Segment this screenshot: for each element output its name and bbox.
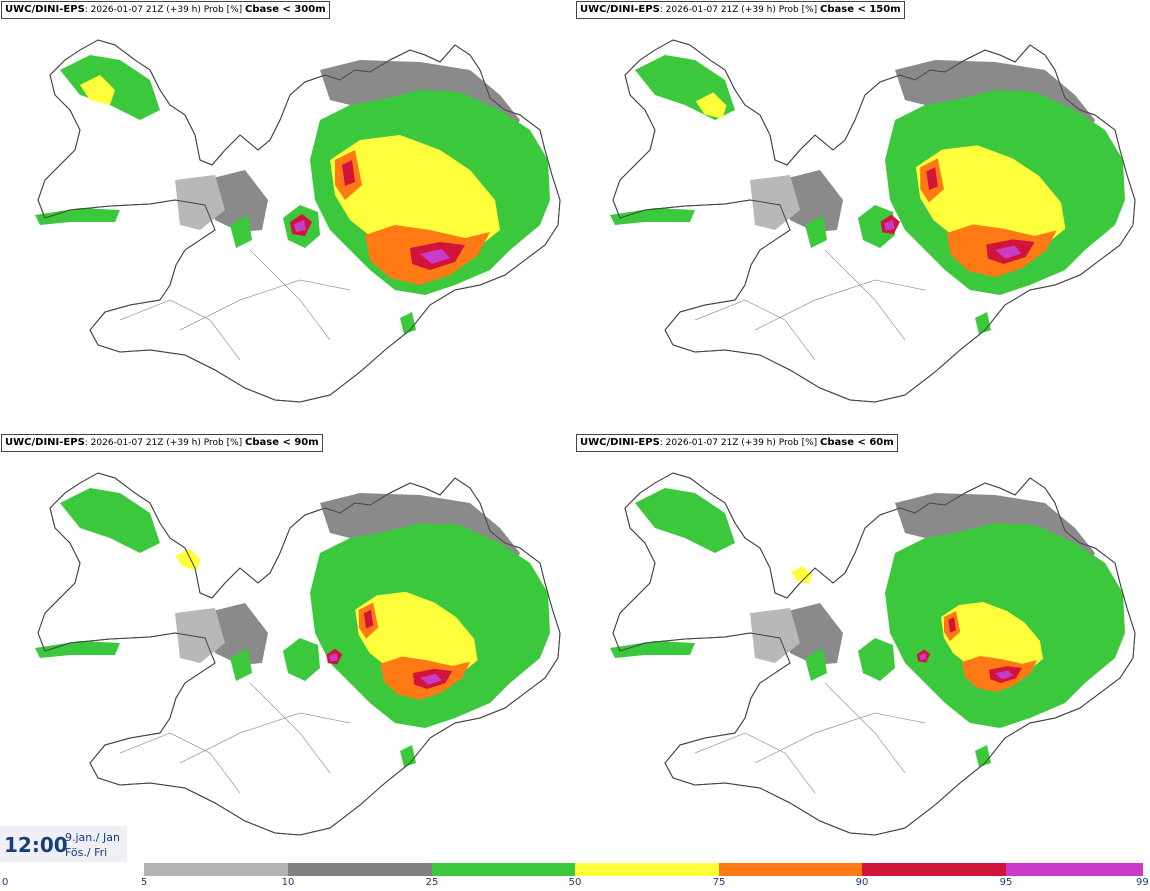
map-content [35,39,561,403]
region-borders [119,249,351,361]
map-panel-150m: UWC/DINI-EPS: 2026-01-07 21Z (+39 h) Pro… [575,0,1150,432]
colorbar-tick-label: 75 [712,877,726,888]
probability-area [948,617,956,633]
colorbar-segment [432,863,575,876]
probability-colorbar [144,863,1150,876]
probability-area [915,145,1066,256]
map-content [610,472,1136,836]
probability-area [230,648,252,681]
panel-title: UWC/DINI-EPS: 2026-01-07 21Z (+39 h) Pro… [576,1,905,19]
colorbar-segment [144,863,288,876]
probability-area [35,208,120,225]
colorbar-segment [862,863,1006,876]
probability-area [355,591,478,682]
colorbar-tick-label: 10 [281,877,295,888]
probability-area [750,175,800,230]
probability-area [80,75,115,105]
valid-time: 12:00 [4,833,68,857]
probability-area [400,312,416,334]
region-borders [119,682,351,794]
colorbar-segment [1006,863,1143,876]
probability-area [175,608,225,663]
region-borders [694,249,926,361]
probability-area [342,160,355,186]
probability-area [175,548,201,571]
probability-area [35,641,120,658]
iceland-map [610,39,1136,403]
probability-area [995,670,1013,680]
probability-area [805,215,827,248]
probability-area [283,638,320,681]
coastline-overlay [37,39,561,403]
colorbar-tick-label: 95 [999,877,1013,888]
probability-area [610,208,695,225]
probability-area [230,215,252,248]
probability-area [205,603,268,665]
map-panel-300m: UWC/DINI-EPS: 2026-01-07 21Z (+39 h) Pro… [0,0,575,432]
colorbar-segment [575,863,719,876]
iceland-map [610,472,1136,836]
probability-area [363,609,374,629]
colorbar-tick-label: 0 [2,877,9,888]
colorbar-tick-label: 99 [1136,877,1149,888]
colorbar-segment [288,863,432,876]
probability-area [780,603,843,665]
panel-title: UWC/DINI-EPS: 2026-01-07 21Z (+39 h) Pro… [1,1,330,19]
probability-area [791,566,812,584]
coastline-overlay [37,472,561,836]
probability-area [884,220,895,231]
probability-area [294,220,306,232]
map-panel-90m: UWC/DINI-EPS: 2026-01-07 21Z (+39 h) Pro… [0,433,575,865]
probability-area [695,92,727,119]
region-borders [694,682,926,794]
colorbar-segment [719,863,862,876]
probability-area [420,249,450,264]
colorbar-tick-label: 50 [568,877,582,888]
probability-area [420,673,442,685]
probability-area [919,653,927,661]
probability-area [858,205,895,248]
probability-area [205,170,268,232]
coastline-overlay [612,472,1136,836]
map-content [610,39,1136,403]
probability-area [329,653,338,662]
panel-title: UWC/DINI-EPS: 2026-01-07 21Z (+39 h) Pro… [576,434,898,452]
probability-area [60,488,160,553]
valid-time-box: 12:00 9.jan./ Jan Fös./ Fri [0,826,127,862]
map-content [35,472,561,836]
map-panel-60m: UWC/DINI-EPS: 2026-01-07 21Z (+39 h) Pro… [575,433,1150,865]
iceland-map [35,39,561,403]
valid-date: 9.jan./ Jan Fös./ Fri [65,831,120,859]
probability-area [175,175,225,230]
probability-area [858,638,895,681]
probability-area [780,170,843,232]
colorbar-tick-label: 5 [140,877,148,888]
probability-area [926,167,938,191]
colorbar-tick-label: 25 [425,877,439,888]
probability-area [750,608,800,663]
probability-area [330,135,500,260]
colorbar-tick-label: 90 [855,877,869,888]
probability-area [975,745,991,767]
probability-area [805,648,827,681]
probability-area [635,488,735,553]
coastline-overlay [612,39,1136,403]
probability-area [610,641,695,658]
probability-area [941,602,1043,677]
panel-title: UWC/DINI-EPS: 2026-01-07 21Z (+39 h) Pro… [1,434,323,452]
probability-area [975,312,991,334]
probability-area [400,745,416,767]
iceland-map [35,472,561,836]
